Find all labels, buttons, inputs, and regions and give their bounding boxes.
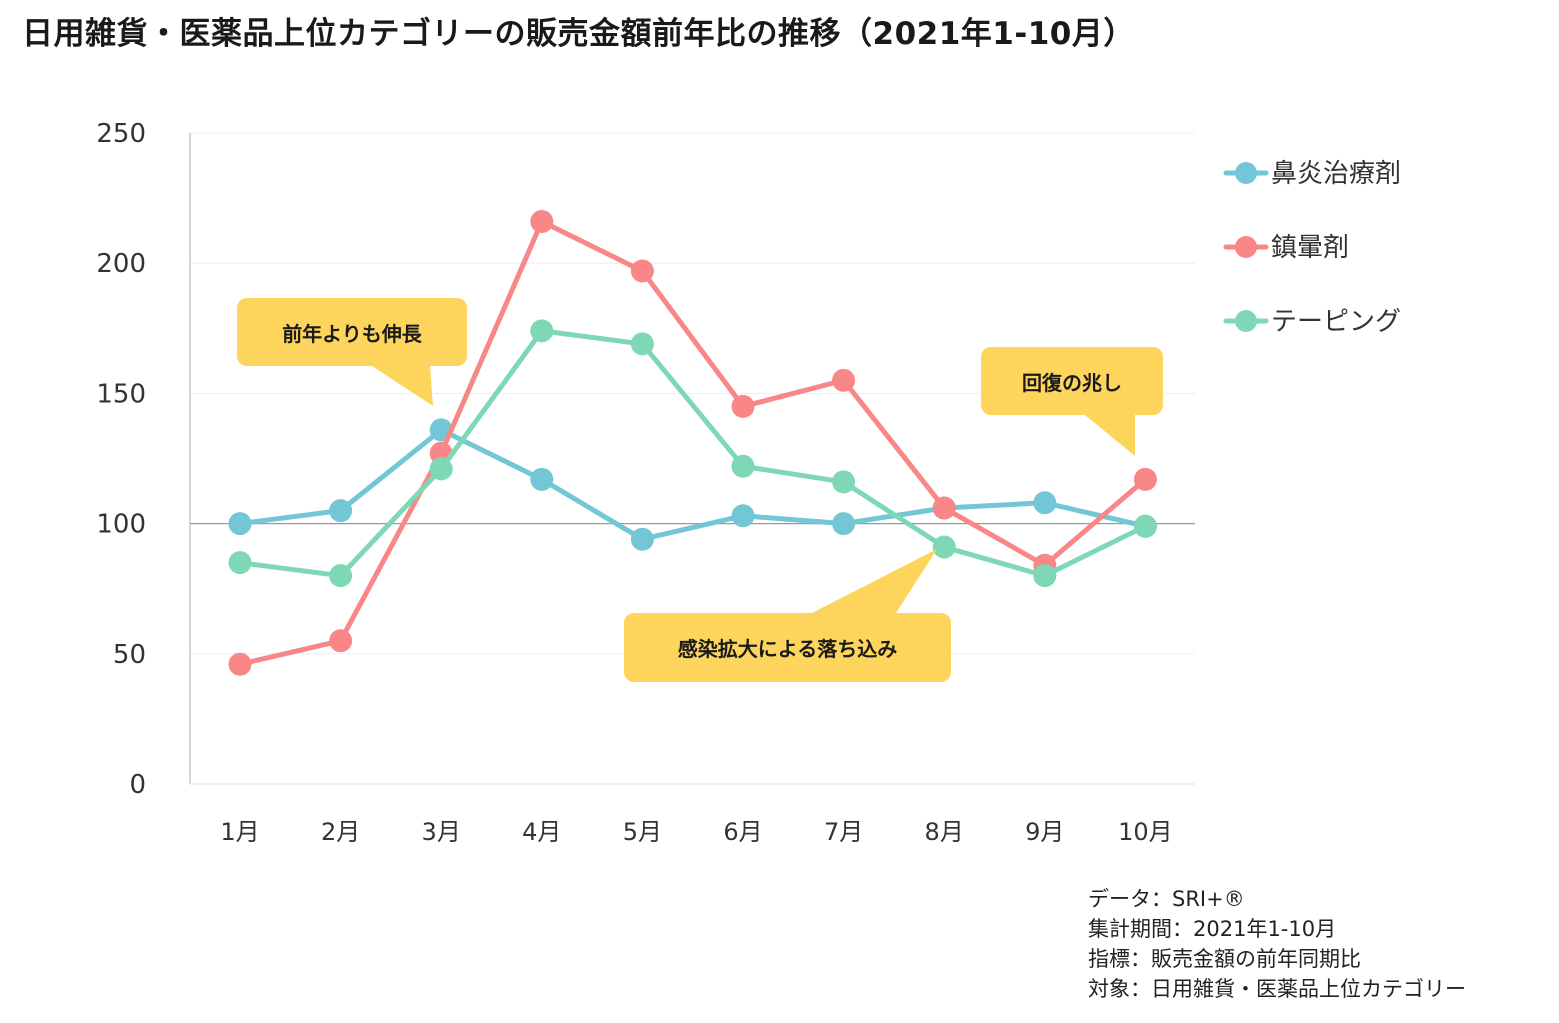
x-tick-label-5: 5月 — [623, 818, 662, 846]
data-point-taping-4 — [530, 319, 554, 343]
x-tick-label-8: 8月 — [925, 818, 964, 846]
data-point-rhinitis-2 — [329, 499, 353, 523]
callout-growth: 前年よりも伸長 — [237, 298, 467, 366]
x-tick-label-6: 6月 — [723, 818, 762, 846]
data-point-motion-sickness-7 — [832, 368, 856, 392]
callout-pointer-1 — [372, 366, 433, 406]
footnotes: データ：SRI+® 集計期間：2021年1-10月 指標：販売金額の前年同期比 … — [1088, 884, 1466, 1004]
footnote-metric: 指標：販売金額の前年同期比 — [1088, 947, 1361, 971]
data-point-motion-sickness-8 — [932, 496, 956, 520]
footnote-data-source: データ：SRI+® — [1088, 887, 1245, 911]
x-tick-label-7: 7月 — [824, 818, 863, 846]
data-point-motion-sickness-6 — [731, 394, 755, 418]
x-tick-label-10: 10月 — [1118, 818, 1173, 846]
x-tick-label-1: 1月 — [220, 818, 259, 846]
data-point-taping-2 — [329, 564, 353, 588]
x-tick-labels: 1月 2月 3月 4月 5月 6月 7月 8月 9月 10月 — [220, 818, 1172, 846]
data-point-motion-sickness-10 — [1133, 467, 1157, 491]
data-point-taping-8 — [932, 535, 956, 559]
data-point-taping-6 — [731, 454, 755, 478]
callout-pointer-2 — [1085, 415, 1135, 456]
data-point-motion-sickness-5 — [630, 259, 654, 283]
data-point-taping-5 — [630, 332, 654, 356]
chart-title: 日用雑貨・医薬品上位カテゴリーの販売金額前年比の推移（2021年1-10月） — [22, 16, 1135, 52]
callout-pointers — [372, 366, 1135, 613]
callout-recovery: 回復の兆し — [981, 347, 1163, 415]
data-point-rhinitis-4 — [530, 467, 554, 491]
legend-marker-motion-sickness — [1235, 236, 1257, 258]
data-point-taping-1 — [228, 551, 252, 575]
y-tick-labels: 0 50 100 150 200 250 — [96, 119, 146, 800]
y-tick-label-150: 150 — [96, 379, 146, 409]
legend-label-motion-sickness: 鎮暈剤 — [1271, 233, 1349, 263]
x-tick-label-9: 9月 — [1025, 818, 1064, 846]
footnote-target: 対象：日用雑貨・医薬品上位カテゴリー — [1088, 977, 1466, 1001]
data-point-taping-3 — [429, 457, 453, 481]
data-point-rhinitis-6 — [731, 504, 755, 528]
series-line-rhinitis — [237, 427, 1148, 542]
legend-marker-taping — [1235, 310, 1257, 332]
x-tick-label-3: 3月 — [422, 818, 461, 846]
series-lines — [228, 210, 1157, 676]
data-point-motion-sickness-4 — [530, 210, 554, 234]
series-line-taping — [237, 328, 1148, 579]
y-tick-label-0: 0 — [129, 770, 146, 800]
data-point-motion-sickness-1 — [228, 652, 252, 676]
y-tick-label-50: 50 — [113, 640, 146, 670]
axes — [189, 133, 1195, 785]
data-point-taping-7 — [832, 470, 856, 494]
y-tick-label-250: 250 — [96, 119, 146, 149]
legend-marker-rhinitis — [1235, 162, 1257, 184]
y-tick-label-200: 200 — [96, 249, 146, 279]
callout-decline: 感染拡大による落ち込み — [624, 613, 951, 682]
x-tick-label-4: 4月 — [522, 818, 561, 846]
x-tick-label-2: 2月 — [321, 818, 360, 846]
data-point-taping-9 — [1033, 564, 1057, 588]
data-point-rhinitis-9 — [1033, 491, 1057, 515]
y-tick-label-100: 100 — [96, 510, 146, 540]
legend-label-rhinitis: 鼻炎治療剤 — [1271, 159, 1401, 189]
data-point-rhinitis-7 — [832, 512, 856, 536]
data-point-rhinitis-1 — [228, 512, 252, 536]
data-point-motion-sickness-2 — [329, 629, 353, 653]
legend-label-taping: テーピング — [1271, 307, 1401, 337]
data-point-taping-10 — [1133, 514, 1157, 538]
series-line-motion-sickness — [237, 219, 1148, 667]
footnote-period: 集計期間：2021年1-10月 — [1088, 917, 1337, 941]
callout-pointer-3 — [812, 549, 937, 613]
data-point-rhinitis-5 — [630, 527, 654, 551]
